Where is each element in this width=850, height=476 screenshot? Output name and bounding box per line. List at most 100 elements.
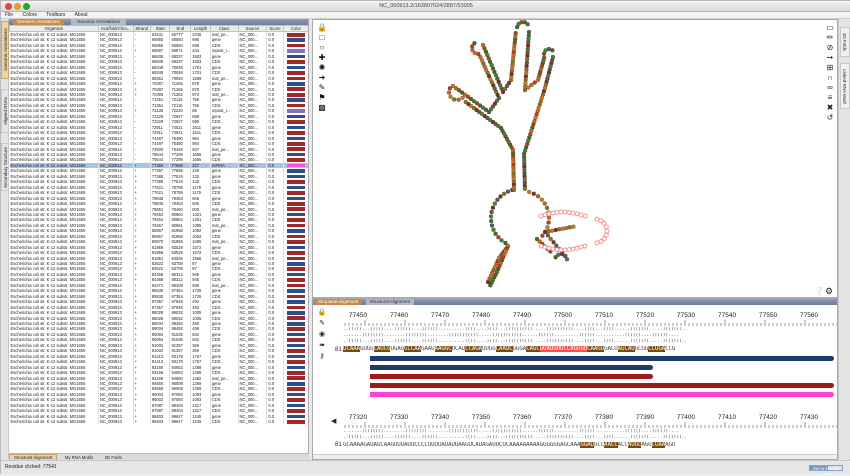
nucleotide[interactable]: G (475, 346, 479, 352)
alignment-tab-secondary[interactable]: Structural Alignment (365, 299, 414, 305)
align-eye-icon[interactable]: ◉ (318, 331, 326, 338)
table-row[interactable]: Escherichia coli str. K-12 substr. MG165… (9, 337, 308, 343)
color-swatch[interactable] (287, 245, 306, 250)
tab-my-rna-motifs[interactable]: My RNA Motifs (64, 455, 94, 460)
table-row[interactable]: Escherichia coli str. K-12 substr. MG165… (9, 135, 308, 142)
nucleotide[interactable]: A (471, 346, 476, 352)
nucleotide[interactable]: A (661, 346, 666, 352)
color-swatch[interactable] (287, 354, 306, 359)
lasso-icon[interactable]: ✺ (318, 63, 326, 72)
annotation-bar[interactable] (370, 392, 834, 397)
nucleotide[interactable]: U (380, 346, 384, 352)
table-row[interactable]: Escherichia coli str. K-12 substr. MG165… (9, 53, 308, 60)
table-row[interactable]: Escherichia coli str. K-12 substr. MG165… (9, 342, 308, 349)
nucleotide[interactable]: U (502, 442, 506, 448)
nucleotide[interactable]: U (397, 442, 401, 448)
nucleotide[interactable]: G (363, 442, 367, 448)
nucleotide[interactable]: U (654, 442, 659, 448)
table-row[interactable]: Escherichia coli str. K-12 substr. MG165… (9, 97, 308, 103)
nucleotide[interactable]: G (465, 442, 469, 448)
table-row[interactable]: Escherichia coli str. K-12 substr. MG165… (9, 397, 308, 403)
nucleotide[interactable]: G (441, 346, 445, 352)
table-row[interactable]: Escherichia coli str. K-12 substr. MG165… (9, 391, 308, 398)
ruler-icon[interactable]: ⊞ (826, 63, 834, 72)
color-swatch[interactable] (287, 158, 306, 162)
nucleotide[interactable]: G (515, 346, 520, 352)
color-swatch[interactable] (287, 343, 306, 348)
color-swatch[interactable] (287, 60, 306, 64)
table-row[interactable]: Escherichia coli str. K-12 substr. MG165… (9, 271, 308, 278)
table-row[interactable]: Escherichia coli str. K-12 substr. MG165… (9, 277, 308, 283)
nucleotide[interactable]: A (478, 346, 483, 352)
nucleotide[interactable]: U (461, 346, 466, 352)
nucleotide[interactable]: C (383, 346, 388, 352)
nucleotide[interactable]: C (614, 442, 618, 448)
table-row[interactable]: Escherichia coli str. K-12 substr. MG165… (9, 386, 308, 392)
nucleotide[interactable]: G (553, 346, 557, 352)
color-swatch[interactable] (287, 49, 306, 53)
nucleotide[interactable]: U (390, 346, 394, 352)
table-row[interactable]: Escherichia coli str. K-12 substr. MG165… (9, 315, 308, 322)
nucleotide[interactable]: G (539, 442, 544, 448)
alignment-scrollbar[interactable] (313, 454, 837, 459)
color-swatch[interactable] (287, 240, 306, 244)
color-swatch[interactable] (287, 109, 306, 113)
nucleotide[interactable]: G (543, 442, 547, 448)
nucleotide[interactable]: A (526, 442, 530, 448)
nucleotide[interactable]: G (366, 346, 371, 352)
color-swatch[interactable] (287, 54, 306, 59)
nucleotide[interactable]: C (597, 442, 601, 448)
color-swatch[interactable] (287, 278, 306, 282)
alignment-tab[interactable]: Structural Alignment (315, 299, 362, 305)
nucleotide[interactable]: G (420, 346, 425, 352)
column-header[interactable]: Organism (9, 25, 99, 32)
table-row[interactable]: Escherichia coli str. K-12 substr. MG165… (9, 37, 308, 43)
zoom-in-icon[interactable]: ✚ (318, 53, 326, 62)
nucleotide[interactable]: U (556, 346, 560, 352)
nucleotide[interactable]: A (475, 442, 479, 448)
table-row[interactable]: Escherichia coli str. K-12 substr. MG165… (9, 321, 308, 327)
nucleotide[interactable]: U (583, 346, 588, 352)
nucleotide[interactable]: A (570, 442, 574, 448)
table-row[interactable]: Escherichia coli str. K-12 substr. MG165… (9, 244, 308, 251)
nucleotide[interactable]: U (468, 442, 472, 448)
tab-linked-rna-motif[interactable]: Linked RNA Motif (840, 63, 850, 109)
nucleotide[interactable]: G (390, 442, 394, 448)
nucleotide[interactable]: C (668, 346, 673, 352)
nucleotide[interactable]: U (614, 346, 618, 352)
nucleotide[interactable]: G (543, 346, 547, 352)
nucleotide[interactable]: C (380, 442, 384, 448)
nucleotide[interactable]: A (607, 442, 611, 448)
nucleotide[interactable]: C (621, 442, 625, 448)
nucleotide[interactable]: C (346, 442, 350, 448)
nucleotide[interactable]: A (414, 346, 418, 352)
nucleotide[interactable]: U (444, 442, 449, 448)
nucleotide[interactable]: C (566, 442, 571, 448)
nucleotide[interactable]: U (343, 346, 347, 352)
nucleotide[interactable]: G (532, 346, 537, 352)
close-window-button[interactable] (5, 3, 12, 10)
nucleotide[interactable]: U (363, 346, 367, 352)
align-brush-icon[interactable]: ✎ (319, 320, 325, 327)
table-row[interactable]: Escherichia coli str. K-12 substr. MG165… (9, 261, 308, 267)
nucleotide[interactable]: G (387, 346, 391, 352)
tab-genomic-annotations[interactable]: Genomic Annotations (1, 21, 9, 79)
nucleotide[interactable]: G (671, 346, 676, 352)
nucleotide[interactable]: G (644, 346, 649, 352)
menu-toolbars[interactable]: Toolbars (46, 12, 66, 18)
color-swatch[interactable] (287, 103, 306, 108)
nucleotide[interactable]: C (610, 442, 615, 448)
nucleotide[interactable]: G (580, 346, 584, 352)
pin-tool-icon[interactable]: ➙ (826, 53, 834, 62)
nucleotide[interactable]: C (414, 442, 418, 448)
color-swatch[interactable] (287, 376, 306, 381)
nucleotide[interactable]: G (393, 346, 398, 352)
color-swatch[interactable] (287, 65, 306, 70)
nucleotide[interactable]: C (600, 442, 605, 448)
nucleotide[interactable]: C (526, 346, 530, 352)
color-swatch[interactable] (287, 256, 306, 261)
nucleotide[interactable]: C (651, 346, 655, 352)
nucleotide[interactable]: U (451, 442, 456, 448)
select-rect-icon[interactable]: □ (319, 33, 325, 42)
nucleotide[interactable]: G (553, 442, 557, 448)
